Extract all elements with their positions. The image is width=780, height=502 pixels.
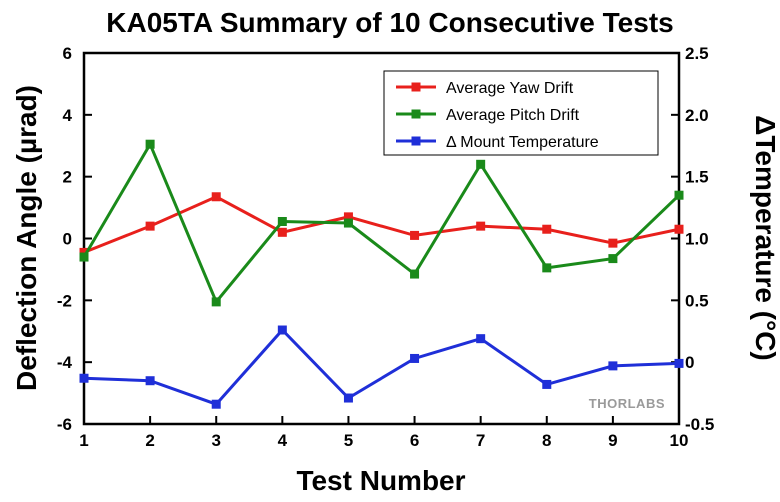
y2-axis-label: ΔTemperature (°C) xyxy=(750,115,780,361)
x-tick-label: 6 xyxy=(410,431,419,450)
x-tick-label: 10 xyxy=(670,431,689,450)
data-point-mount-temperature xyxy=(542,379,552,389)
y2-tick-label: 1.0 xyxy=(685,230,709,249)
right-axis-ticks: -0.5 0 0.5 1.0 1.5 2.0 2.5 xyxy=(671,44,714,434)
data-point-mount-temperature xyxy=(211,399,221,409)
y2-tick-label: 2.0 xyxy=(685,106,709,125)
legend-label-average-pitch-drift: Average Pitch Drift xyxy=(446,107,580,124)
y2-tick-label: 0 xyxy=(685,353,694,372)
x-tick-label: 4 xyxy=(278,431,288,450)
x-axis-label: Test Number xyxy=(296,465,465,496)
y-tick-label: -2 xyxy=(57,291,72,310)
legend-label-mount-temperature: Δ Mount Temperature xyxy=(446,134,599,151)
y2-tick-label: 0.5 xyxy=(685,291,709,310)
y2-tick-label: 1.5 xyxy=(685,168,709,187)
legend-marker-average-yaw-drift xyxy=(411,82,421,92)
y2-tick-label: 2.5 xyxy=(685,44,709,63)
y-tick-label: 0 xyxy=(63,230,72,249)
data-point-average-pitch-drift xyxy=(145,139,155,149)
series-line-average-pitch-drift xyxy=(82,140,681,305)
data-point-average-yaw-drift xyxy=(211,192,221,202)
left-axis-ticks: -6 -4 -2 0 2 4 6 xyxy=(57,44,92,434)
data-point-average-yaw-drift xyxy=(674,224,684,234)
data-point-mount-temperature xyxy=(145,376,155,386)
x-tick-label: 3 xyxy=(211,431,220,450)
legend-marker-mount-temperature xyxy=(411,136,421,146)
data-point-average-pitch-drift xyxy=(674,190,684,200)
data-point-average-pitch-drift xyxy=(476,159,486,169)
bottom-axis-ticks: 1 2 3 4 5 6 7 8 9 10 xyxy=(79,416,688,450)
data-point-average-pitch-drift xyxy=(410,269,420,279)
x-tick-label: 8 xyxy=(542,431,551,450)
data-point-average-yaw-drift xyxy=(608,238,618,248)
data-point-average-yaw-drift xyxy=(476,221,486,231)
data-point-average-pitch-drift xyxy=(277,216,287,226)
data-point-mount-temperature xyxy=(277,325,287,335)
data-point-mount-temperature xyxy=(608,361,618,371)
x-tick-label: 7 xyxy=(476,431,485,450)
y-tick-label: -6 xyxy=(57,415,72,434)
data-point-average-yaw-drift xyxy=(410,230,420,240)
legend: Average Yaw Drift Average Pitch Drift Δ Mo… xyxy=(383,70,659,156)
data-point-average-yaw-drift xyxy=(542,224,552,234)
thorlabs-watermark: THORLABS xyxy=(589,396,665,411)
y-tick-label: 6 xyxy=(63,44,72,63)
data-point-mount-temperature xyxy=(343,393,353,403)
data-point-average-pitch-drift xyxy=(542,263,552,273)
data-point-average-yaw-drift xyxy=(145,221,155,231)
data-point-average-pitch-drift xyxy=(608,254,618,264)
data-point-mount-temperature xyxy=(674,358,684,368)
y-axis-label: Deflection Angle (µrad) xyxy=(11,85,42,391)
legend-marker-average-pitch-drift xyxy=(411,109,421,119)
chart-title: KA05TA Summary of 10 Consecutive Tests xyxy=(106,7,673,38)
data-point-mount-temperature xyxy=(410,353,420,363)
y-tick-label: 2 xyxy=(63,168,72,187)
data-point-mount-temperature xyxy=(476,334,486,344)
x-tick-label: 1 xyxy=(79,431,88,450)
series-line-mount-temperature xyxy=(83,327,680,406)
data-point-average-yaw-drift xyxy=(277,227,287,237)
data-point-average-pitch-drift xyxy=(79,252,89,262)
data-point-average-pitch-drift xyxy=(343,218,353,228)
series-layer xyxy=(79,139,684,409)
x-tick-label: 2 xyxy=(145,431,154,450)
y-tick-label: 4 xyxy=(63,106,73,125)
y-tick-label: -4 xyxy=(57,353,73,372)
legend-label-average-yaw-drift: Average Yaw Drift xyxy=(446,80,574,97)
data-point-average-yaw-drift xyxy=(343,212,353,222)
x-tick-label: 5 xyxy=(344,431,353,450)
series-line-average-yaw-drift xyxy=(83,195,680,254)
x-tick-label: 9 xyxy=(608,431,617,450)
data-point-average-yaw-drift xyxy=(79,247,89,257)
data-point-mount-temperature xyxy=(79,373,89,383)
y2-tick-label: -0.5 xyxy=(685,415,714,434)
data-point-average-pitch-drift xyxy=(211,297,221,307)
